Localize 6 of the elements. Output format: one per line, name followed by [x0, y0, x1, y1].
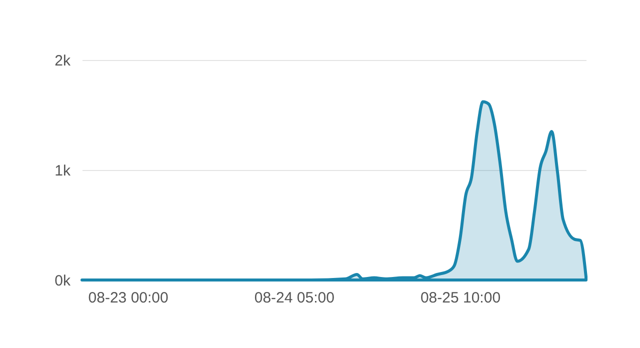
x-tick-label: 08-23 00:00 — [88, 290, 168, 306]
y-tick-label: 2k — [54, 52, 71, 70]
x-tick-label: 08-24 05:00 — [254, 290, 334, 306]
x-tick-label: 08-25 10:00 — [420, 290, 501, 306]
y-tick-label: 1k — [54, 162, 71, 180]
y-tick-label: 0k — [54, 272, 71, 290]
